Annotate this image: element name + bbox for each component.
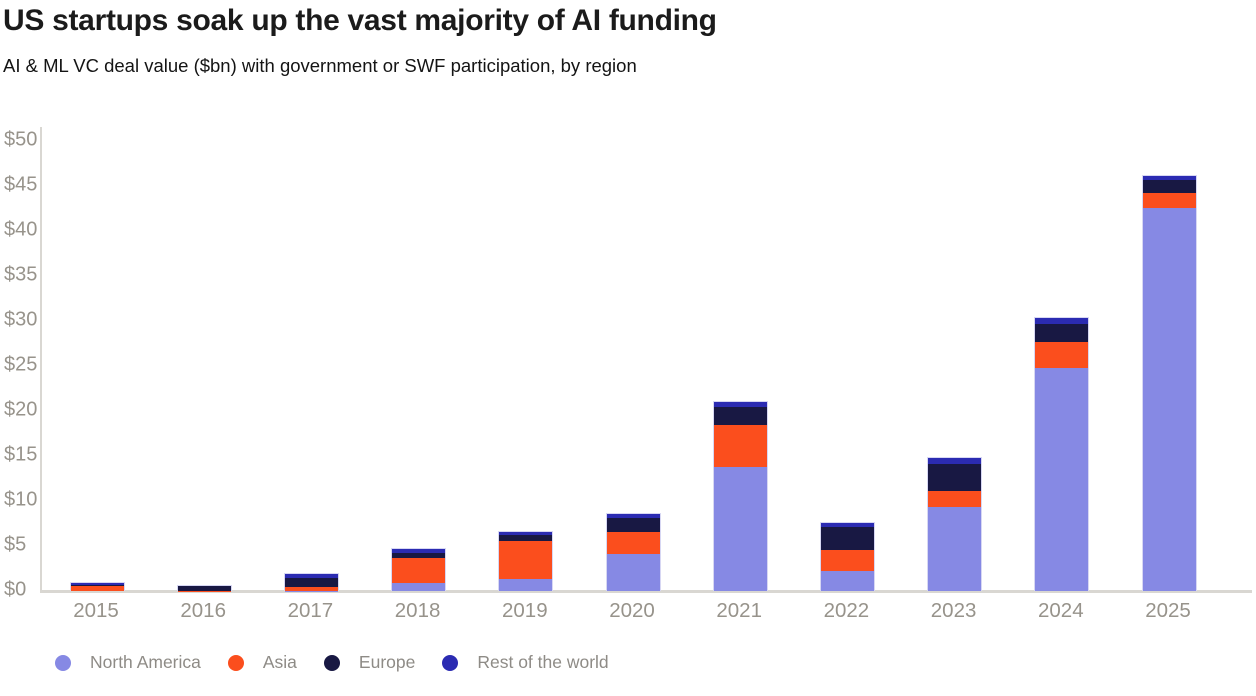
bar-segment-2019-europe xyxy=(499,535,553,541)
x-axis-line xyxy=(40,590,1252,593)
x-tick-label-2025: 2025 xyxy=(1145,599,1191,622)
bar-segment-2019-asia xyxy=(499,540,553,579)
bar-2020 xyxy=(605,512,661,591)
bar-segment-2020-asia xyxy=(606,531,660,555)
bar-segment-2017-rest-of-the-world xyxy=(284,574,338,578)
bar-segment-2024-rest-of-the-world xyxy=(1035,318,1089,325)
legend-item-europe: Europe xyxy=(323,652,416,673)
legend-label-north-america: North America xyxy=(90,652,201,672)
legend-label-europe: Europe xyxy=(358,652,416,672)
y-axis-line xyxy=(40,127,42,593)
bar-segment-2021-rest-of-the-world xyxy=(713,401,767,408)
y-tick-label--5: $5 xyxy=(4,533,27,556)
x-tick-label-2022: 2022 xyxy=(823,599,870,622)
y-tick-label--10: $10 xyxy=(4,488,38,511)
y-tick-label--40: $40 xyxy=(4,218,38,241)
y-tick-label--20: $20 xyxy=(4,398,38,421)
bar-segment-2019-north-america xyxy=(499,578,553,591)
bar-segment-2024-asia xyxy=(1035,341,1089,368)
x-tick-label-2019: 2019 xyxy=(501,599,548,622)
x-tick-label-2017: 2017 xyxy=(287,599,334,622)
bar-2024 xyxy=(1034,317,1090,591)
legend-swatch-icon-asia xyxy=(227,654,244,671)
bar-segment-2023-europe xyxy=(928,464,982,491)
bar-segment-2023-asia xyxy=(928,490,982,508)
bar-segment-2022-north-america xyxy=(820,571,874,591)
bar-2021 xyxy=(712,400,768,591)
chart-subtitle: AI & ML VC deal value ($bn) with governm… xyxy=(3,55,637,76)
x-tick-label-2015: 2015 xyxy=(73,599,119,622)
legend-item-rest-of-the-world: Rest of the world xyxy=(442,652,609,673)
bar-segment-2020-rest-of-the-world xyxy=(606,513,660,518)
x-tick-label-2021: 2021 xyxy=(716,599,762,622)
bar-segment-2018-rest-of-the-world xyxy=(392,548,446,553)
bar-segment-2021-north-america xyxy=(713,466,767,591)
y-tick-label--15: $15 xyxy=(4,443,38,466)
bar-2025 xyxy=(1141,175,1197,591)
x-tick-label-2016: 2016 xyxy=(180,599,226,622)
legend-label-rest-of-the-world: Rest of the world xyxy=(477,652,609,672)
x-tick-label-2018: 2018 xyxy=(394,599,441,622)
bar-segment-2022-rest-of-the-world xyxy=(820,523,874,528)
bar-segment-2021-asia xyxy=(713,424,767,467)
legend-item-north-america: North America xyxy=(55,652,201,673)
bar-2022 xyxy=(819,522,875,591)
bar-segment-2022-europe xyxy=(820,527,874,550)
x-tick-label-2024: 2024 xyxy=(1037,599,1084,622)
bar-segment-2022-asia xyxy=(820,549,874,572)
chart-legend: North America Asia Europe Rest of the world xyxy=(55,652,609,673)
bar-segment-2020-north-america xyxy=(606,554,660,591)
bar-segment-2018-europe xyxy=(392,552,446,559)
bar-segment-2025-north-america xyxy=(1142,207,1196,591)
chart-title: US startups soak up the vast majority of… xyxy=(3,4,717,37)
x-tick-label-2020: 2020 xyxy=(609,599,655,622)
bar-segment-2016-europe xyxy=(177,585,231,591)
bar-segment-2017-asia xyxy=(284,586,338,591)
y-tick-label--0: $0 xyxy=(4,578,27,601)
bar-segment-2017-europe xyxy=(284,577,338,587)
bar-segment-2015-europe xyxy=(70,584,124,587)
bar-segment-2019-rest-of-the-world xyxy=(499,532,553,536)
y-tick-label--35: $35 xyxy=(4,263,38,286)
bar-segment-2025-rest-of-the-world xyxy=(1142,176,1196,181)
bar-2017 xyxy=(283,573,339,591)
x-tick-label-2023: 2023 xyxy=(930,599,977,622)
bar-2015 xyxy=(69,581,125,591)
legend-label-asia: Asia xyxy=(262,652,297,672)
bar-segment-2020-europe xyxy=(606,517,660,532)
bar-2016 xyxy=(176,584,232,591)
bar-segment-2021-europe xyxy=(713,407,767,425)
bar-2019 xyxy=(498,531,554,591)
y-tick-label--25: $25 xyxy=(4,353,38,376)
legend-swatch-icon-north-america xyxy=(55,654,71,671)
y-tick-label--45: $45 xyxy=(4,173,38,196)
bar-segment-2018-north-america xyxy=(392,582,446,591)
bar-segment-2018-asia xyxy=(392,558,446,583)
y-tick-label--30: $30 xyxy=(4,308,38,331)
bar-segment-2015-asia xyxy=(70,586,124,591)
bar-segment-2023-rest-of-the-world xyxy=(928,458,982,465)
bar-segment-2025-europe xyxy=(1142,180,1196,193)
y-tick-label--50: $50 xyxy=(4,128,38,151)
bar-segment-2023-north-america xyxy=(928,507,982,591)
bar-segment-2024-north-america xyxy=(1035,367,1089,591)
legend-swatch-icon-europe xyxy=(323,654,340,671)
bar-segment-2024-europe xyxy=(1035,324,1089,342)
legend-item-asia: Asia xyxy=(227,652,297,673)
bar-segment-2025-asia xyxy=(1142,192,1196,208)
legend-swatch-icon-rest-of-the-world xyxy=(442,654,459,671)
bar-segment-2015-rest-of-the-world xyxy=(70,582,124,585)
bar-2023 xyxy=(927,457,983,591)
bar-2018 xyxy=(391,547,447,591)
